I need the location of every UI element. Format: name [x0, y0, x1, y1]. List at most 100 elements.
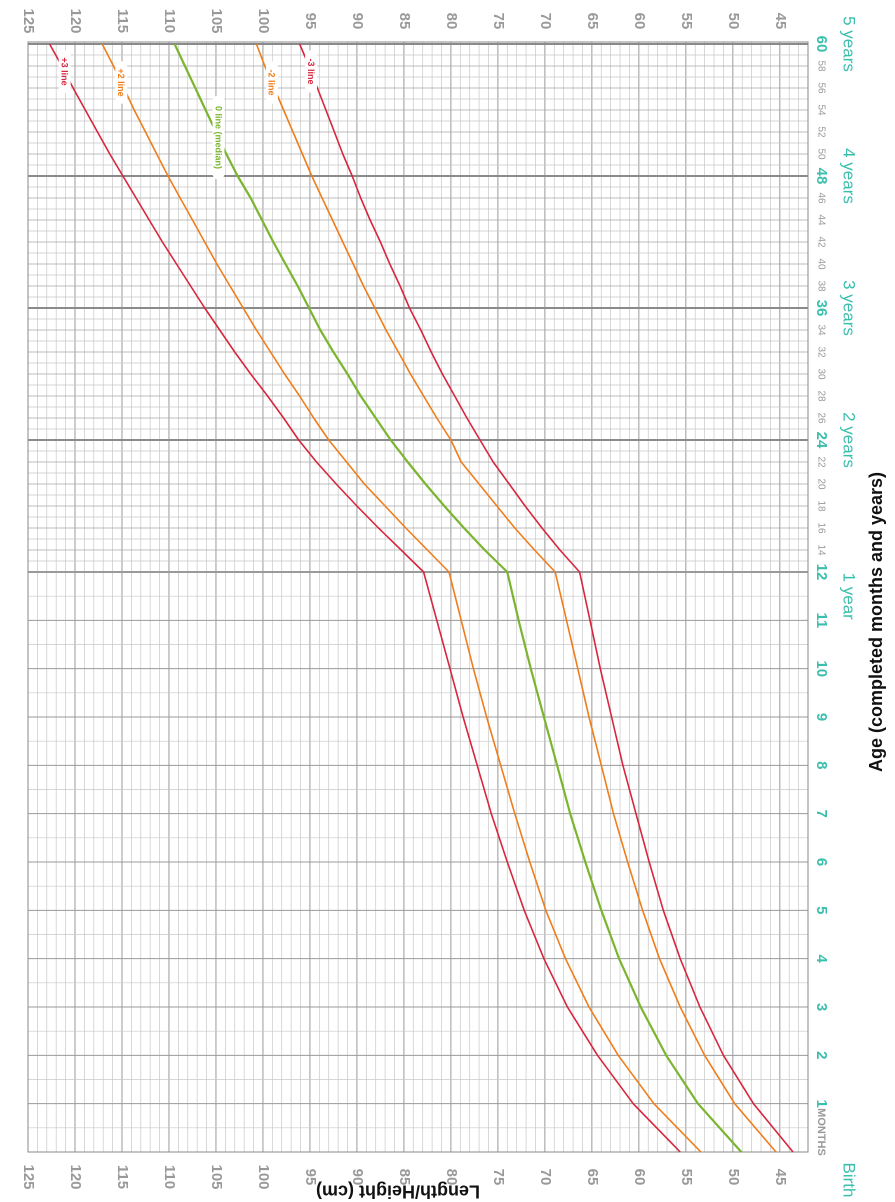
series-line-4	[298, 43, 794, 1153]
line-label-bg-0	[58, 50, 71, 93]
cm-tick-label-125-top: 125	[20, 8, 37, 33]
month-tick-label-9: 9	[813, 713, 830, 721]
cm-tick-label-125-bottom: 125	[20, 1164, 37, 1189]
month-tick-label-44: 44	[815, 214, 826, 226]
cm-tick-label-110-top: 110	[161, 9, 178, 33]
cm-tick-label-55-bottom: 55	[678, 1169, 695, 1186]
month-tick-label-36: 36	[813, 300, 830, 317]
cm-tick-label-85-bottom: 85	[396, 1169, 413, 1186]
cm-tick-label-85-top: 85	[396, 13, 413, 30]
month-tick-label-10: 10	[813, 660, 830, 677]
line-label-0: +3 line	[58, 50, 71, 93]
cm-tick-label-80-top: 80	[443, 13, 460, 30]
month-tick-label-32: 32	[815, 346, 826, 358]
month-tick-label-14: 14	[815, 544, 826, 556]
series-line-3	[255, 43, 777, 1153]
months-axis-word: MONTHS	[815, 1108, 827, 1156]
line-label-bg-4	[305, 50, 318, 93]
cm-tick-label-45-bottom: 45	[772, 1169, 789, 1186]
month-tick-label-34: 34	[815, 324, 826, 336]
month-tick-label-26: 26	[815, 412, 826, 424]
month-tick-label-16: 16	[815, 522, 826, 534]
month-tick-label-7: 7	[813, 810, 830, 818]
month-tick-label-2: 2	[813, 1051, 830, 1059]
series-line-2	[173, 43, 743, 1153]
cm-tick-label-120-bottom: 120	[67, 1164, 84, 1189]
month-tick-label-28: 28	[815, 390, 826, 402]
cm-tick-label-80-bottom: 80	[443, 1169, 460, 1186]
month-tick-label-11: 11	[813, 612, 830, 628]
month-tick-label-58: 58	[815, 60, 826, 72]
month-tick-label-50: 50	[815, 148, 826, 160]
month-tick-label-56: 56	[815, 82, 826, 94]
cm-tick-label-45-top: 45	[772, 13, 789, 30]
line-label-1: +2 line	[115, 61, 128, 104]
cm-tick-label-115-top: 115	[114, 9, 131, 33]
cm-tick-label-65-bottom: 65	[584, 1169, 601, 1186]
line-label-3: -2 line	[265, 61, 278, 104]
line-label-text-1: +2 line	[116, 68, 126, 96]
cm-tick-label-60-top: 60	[631, 13, 648, 30]
cm-tick-label-100-bottom: 100	[255, 1164, 272, 1189]
cm-tick-label-60-bottom: 60	[631, 1169, 648, 1186]
month-tick-label-8: 8	[813, 761, 830, 769]
line-labels: +3 line +2 line 0 line (median) -2 line -3 l…	[58, 50, 318, 180]
y-axis-title: Length/Height (cm)	[316, 1181, 480, 1201]
cm-tick-label-110-bottom: 110	[161, 1165, 178, 1189]
line-label-text-4: -3 line	[306, 58, 316, 84]
year-label-0: Birth	[840, 1163, 859, 1198]
cm-tick-label-90-bottom: 90	[349, 1169, 366, 1186]
month-tick-label-3: 3	[813, 1003, 830, 1011]
month-tick-label-18: 18	[815, 500, 826, 512]
year-label-1: 1 year	[840, 573, 859, 621]
month-tick-label-5: 5	[813, 906, 830, 914]
month-tick-label-24: 24	[813, 432, 830, 449]
month-tick-label-48: 48	[813, 168, 830, 185]
cm-tick-label-100-top: 100	[255, 8, 272, 33]
axis-titles: Age (completed months and years) Length/H…	[316, 472, 886, 1201]
year-label-4: 4 years	[840, 148, 859, 204]
cm-tick-label-90-top: 90	[349, 13, 366, 30]
line-label-bg-1	[115, 61, 128, 104]
cm-tick-label-75-bottom: 75	[490, 1169, 507, 1186]
month-tick-label-1: 1	[813, 1100, 830, 1108]
cm-tick-label-105-top: 105	[208, 8, 225, 33]
month-tick-label-38: 38	[815, 280, 826, 292]
year-label-2: 2 years	[840, 412, 859, 468]
month-tick-label-42: 42	[815, 236, 826, 248]
line-label-2: 0 line (median)	[212, 95, 225, 180]
month-tick-label-30: 30	[815, 368, 826, 380]
line-label-4: -3 line	[305, 50, 318, 93]
series-group	[48, 43, 794, 1153]
line-label-text-3: -2 line	[267, 69, 277, 95]
cm-tick-label-75-top: 75	[490, 13, 507, 30]
cm-tick-label-95-top: 95	[302, 13, 319, 30]
year-label-5: 5 years	[840, 16, 859, 72]
cm-tick-label-55-top: 55	[678, 13, 695, 30]
month-tick-label-46: 46	[815, 192, 826, 204]
cm-tick-label-65-top: 65	[584, 13, 601, 30]
month-tick-label-40: 40	[815, 258, 826, 270]
line-label-bg-2	[212, 95, 225, 180]
cm-tick-label-70-top: 70	[537, 13, 554, 30]
cm-tick-label-95-bottom: 95	[302, 1169, 319, 1186]
month-tick-label-52: 52	[815, 126, 826, 138]
year-label-3: 3 years	[840, 280, 859, 336]
month-tick-label-60: 60	[813, 36, 830, 53]
plot-frame	[27, 41, 809, 1153]
month-tick-label-20: 20	[815, 478, 826, 490]
cm-tick-label-70-bottom: 70	[537, 1169, 554, 1186]
line-label-bg-3	[265, 61, 278, 104]
cm-tick-label-50-bottom: 50	[725, 1169, 742, 1186]
cm-tick-label-115-bottom: 115	[114, 1165, 131, 1189]
x-axis-title: Age (completed months and years)	[866, 472, 886, 772]
month-tick-label-4: 4	[813, 955, 830, 964]
month-tick-label-6: 6	[813, 858, 830, 866]
grid	[27, 41, 809, 1153]
line-label-text-2: 0 line (median)	[213, 106, 223, 169]
cm-tick-label-120-top: 120	[67, 8, 84, 33]
line-label-text-0: +3 line	[59, 57, 69, 85]
month-tick-label-22: 22	[815, 456, 826, 468]
series-line-0	[48, 43, 681, 1153]
